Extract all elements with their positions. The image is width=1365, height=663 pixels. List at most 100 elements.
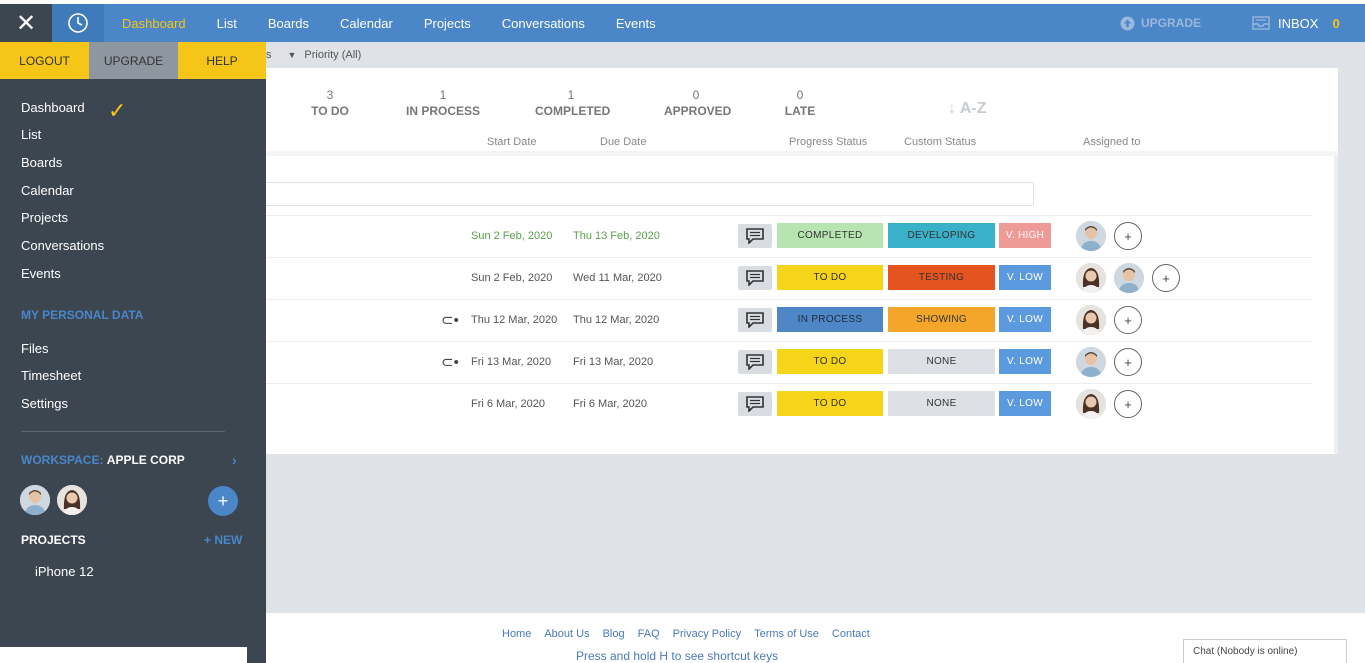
avatar[interactable] (1076, 305, 1106, 335)
plus-icon: + (1124, 354, 1132, 370)
custom-status-badge[interactable]: DEVELOPING (888, 223, 995, 248)
sidebar-item-dashboard[interactable]: Dashboard (21, 100, 85, 115)
stat-late[interactable]: 0 LATE (784, 88, 816, 118)
workspace-selector[interactable]: WORKSPACE: APPLE CORP (21, 453, 185, 467)
new-project-button[interactable]: + NEW (204, 533, 243, 547)
footer-link-terms[interactable]: Terms of Use (754, 628, 819, 640)
col-custom-status[interactable]: Custom Status (904, 136, 977, 148)
footer-link-privacy[interactable]: Privacy Policy (672, 628, 742, 640)
col-progress-status[interactable]: Progress Status (789, 136, 868, 148)
table-row[interactable]: ⊂• Fri 13 Mar, 2020 Fri 13 Mar, 2020 TO DO N… (266, 341, 1312, 383)
sidebar-item-files[interactable]: Files (21, 341, 49, 356)
custom-status-badge[interactable]: TESTING (888, 265, 995, 290)
timer-button[interactable] (52, 4, 104, 42)
add-assignee-button[interactable]: + (1152, 264, 1180, 292)
priority-badge[interactable]: V. LOW (999, 307, 1051, 332)
table-row[interactable]: ⊂• Thu 12 Mar, 2020 Thu 12 Mar, 2020 IN PRO… (266, 299, 1312, 341)
stat-approved[interactable]: 0 APPROVED (664, 88, 731, 118)
sidebar-item-boards[interactable]: Boards (21, 155, 63, 170)
add-assignee-button[interactable]: + (1114, 222, 1142, 250)
help-button[interactable]: HELP (178, 42, 266, 79)
logout-button[interactable]: LOGOUT (0, 42, 89, 79)
dependency-icon[interactable]: ⊂• (441, 312, 459, 329)
comments-button[interactable] (738, 224, 772, 248)
footer-link-about[interactable]: About Us (544, 628, 590, 640)
footer-link-faq[interactable]: FAQ (637, 628, 660, 640)
sidebar-item-projects[interactable]: Projects (21, 210, 68, 225)
stat-completed[interactable]: 1 COMPLETED (535, 88, 610, 118)
task-search-input[interactable] (266, 182, 1034, 206)
nav-events[interactable]: Events (615, 15, 656, 31)
add-member-button[interactable]: + (208, 486, 238, 516)
progress-status-badge[interactable]: TO DO (777, 349, 883, 374)
sidebar-item-list[interactable]: List (21, 127, 42, 142)
progress-status-badge[interactable]: COMPLETED (777, 223, 883, 248)
sidebar-item-events[interactable]: Events (21, 266, 61, 281)
priority-badge[interactable]: V. LOW (999, 391, 1051, 416)
footer-link-home[interactable]: Home (502, 628, 532, 640)
stat-inprocess[interactable]: 1 IN PROCESS (406, 88, 480, 118)
priority-badge[interactable]: V. LOW (999, 265, 1051, 290)
chat-widget[interactable]: Chat (Nobody is online) (1183, 639, 1347, 663)
sidebar-item-calendar[interactable]: Calendar (21, 183, 74, 198)
avatar[interactable] (1076, 221, 1106, 251)
close-menu-button[interactable]: ✕ (0, 4, 52, 42)
table-row[interactable]: Fri 6 Mar, 2020 Fri 6 Mar, 2020 TO DO NONE V… (266, 383, 1312, 425)
table-row[interactable]: Sun 2 Feb, 2020 Thu 13 Feb, 2020 COMPLETED… (266, 215, 1312, 257)
nav-list[interactable]: List (216, 15, 237, 31)
dashboard-card: 3 TO DO 1 IN PROCESS 1 COMPLETED 0 APPROVED … (266, 68, 1338, 454)
comments-button[interactable] (738, 350, 772, 374)
sidebar-item-settings[interactable]: Settings (21, 396, 68, 411)
chevron-right-icon[interactable]: › (232, 452, 237, 468)
stat-count: 1 (567, 88, 575, 102)
avatar[interactable] (20, 485, 50, 515)
sidebar-item-timesheet[interactable]: Timesheet (21, 368, 82, 383)
custom-status-badge[interactable]: NONE (888, 349, 995, 374)
dependency-icon[interactable]: ⊂• (441, 354, 459, 371)
nav-dashboard[interactable]: Dashboard (122, 15, 186, 31)
scrollbar[interactable] (1354, 42, 1365, 613)
progress-status-badge[interactable]: TO DO (777, 391, 883, 416)
inbox-button[interactable]: INBOX 0 (1252, 4, 1340, 42)
avatar[interactable] (57, 485, 87, 515)
add-assignee-button[interactable]: + (1114, 390, 1142, 418)
nav-boards[interactable]: Boards (267, 15, 310, 31)
custom-status-badge[interactable]: SHOWING (888, 307, 995, 332)
add-assignee-button[interactable]: + (1114, 348, 1142, 376)
comment-icon (746, 312, 764, 328)
nav-calendar[interactable]: Calendar (340, 15, 393, 31)
avatar[interactable] (1114, 263, 1144, 293)
progress-status-badge[interactable]: IN PROCESS (777, 307, 883, 332)
avatar[interactable] (1076, 263, 1106, 293)
plus-icon: + (1124, 228, 1132, 244)
filter-partial-label[interactable]: s (266, 49, 272, 61)
shortcut-hint: Press and hold H to see shortcut keys (576, 649, 779, 663)
priority-badge[interactable]: V. LOW (999, 349, 1051, 374)
stat-todo[interactable]: 3 TO DO (304, 88, 356, 118)
table-row[interactable]: Sun 2 Feb, 2020 Wed 11 Mar, 2020 TO DO TEST… (266, 257, 1312, 299)
col-due-date[interactable]: Due Date (600, 136, 647, 148)
custom-status-badge[interactable]: NONE (888, 391, 995, 416)
priority-badge[interactable]: V. HIGH (999, 223, 1051, 248)
upgrade-button[interactable]: UPGRADE (1120, 4, 1201, 42)
avatar[interactable] (1076, 347, 1106, 377)
comments-button[interactable] (738, 266, 772, 290)
progress-status-badge[interactable]: TO DO (777, 265, 883, 290)
sidebar-item-conversations[interactable]: Conversations (21, 238, 105, 253)
avatar[interactable] (1076, 389, 1106, 419)
comments-button[interactable] (738, 308, 772, 332)
sidebar-upgrade-button[interactable]: UPGRADE (89, 42, 178, 79)
add-assignee-button[interactable]: + (1114, 306, 1142, 334)
caret-down-icon[interactable]: ▼ (287, 50, 297, 60)
nav-projects[interactable]: Projects (423, 15, 471, 31)
due-date: Fri 13 Mar, 2020 (573, 356, 654, 368)
priority-filter[interactable]: Priority (All) (304, 49, 362, 61)
footer-link-blog[interactable]: Blog (602, 628, 625, 640)
nav-conversations[interactable]: Conversations (501, 15, 585, 31)
comments-button[interactable] (738, 392, 772, 416)
col-assigned-to[interactable]: Assigned to (1083, 136, 1141, 148)
sidebar-project-item[interactable]: iPhone 12 (35, 564, 94, 579)
footer-link-contact[interactable]: Contact (831, 628, 870, 640)
col-start-date[interactable]: Start Date (487, 136, 537, 148)
sort-az-button[interactable]: ↓ A-Z (948, 100, 987, 118)
